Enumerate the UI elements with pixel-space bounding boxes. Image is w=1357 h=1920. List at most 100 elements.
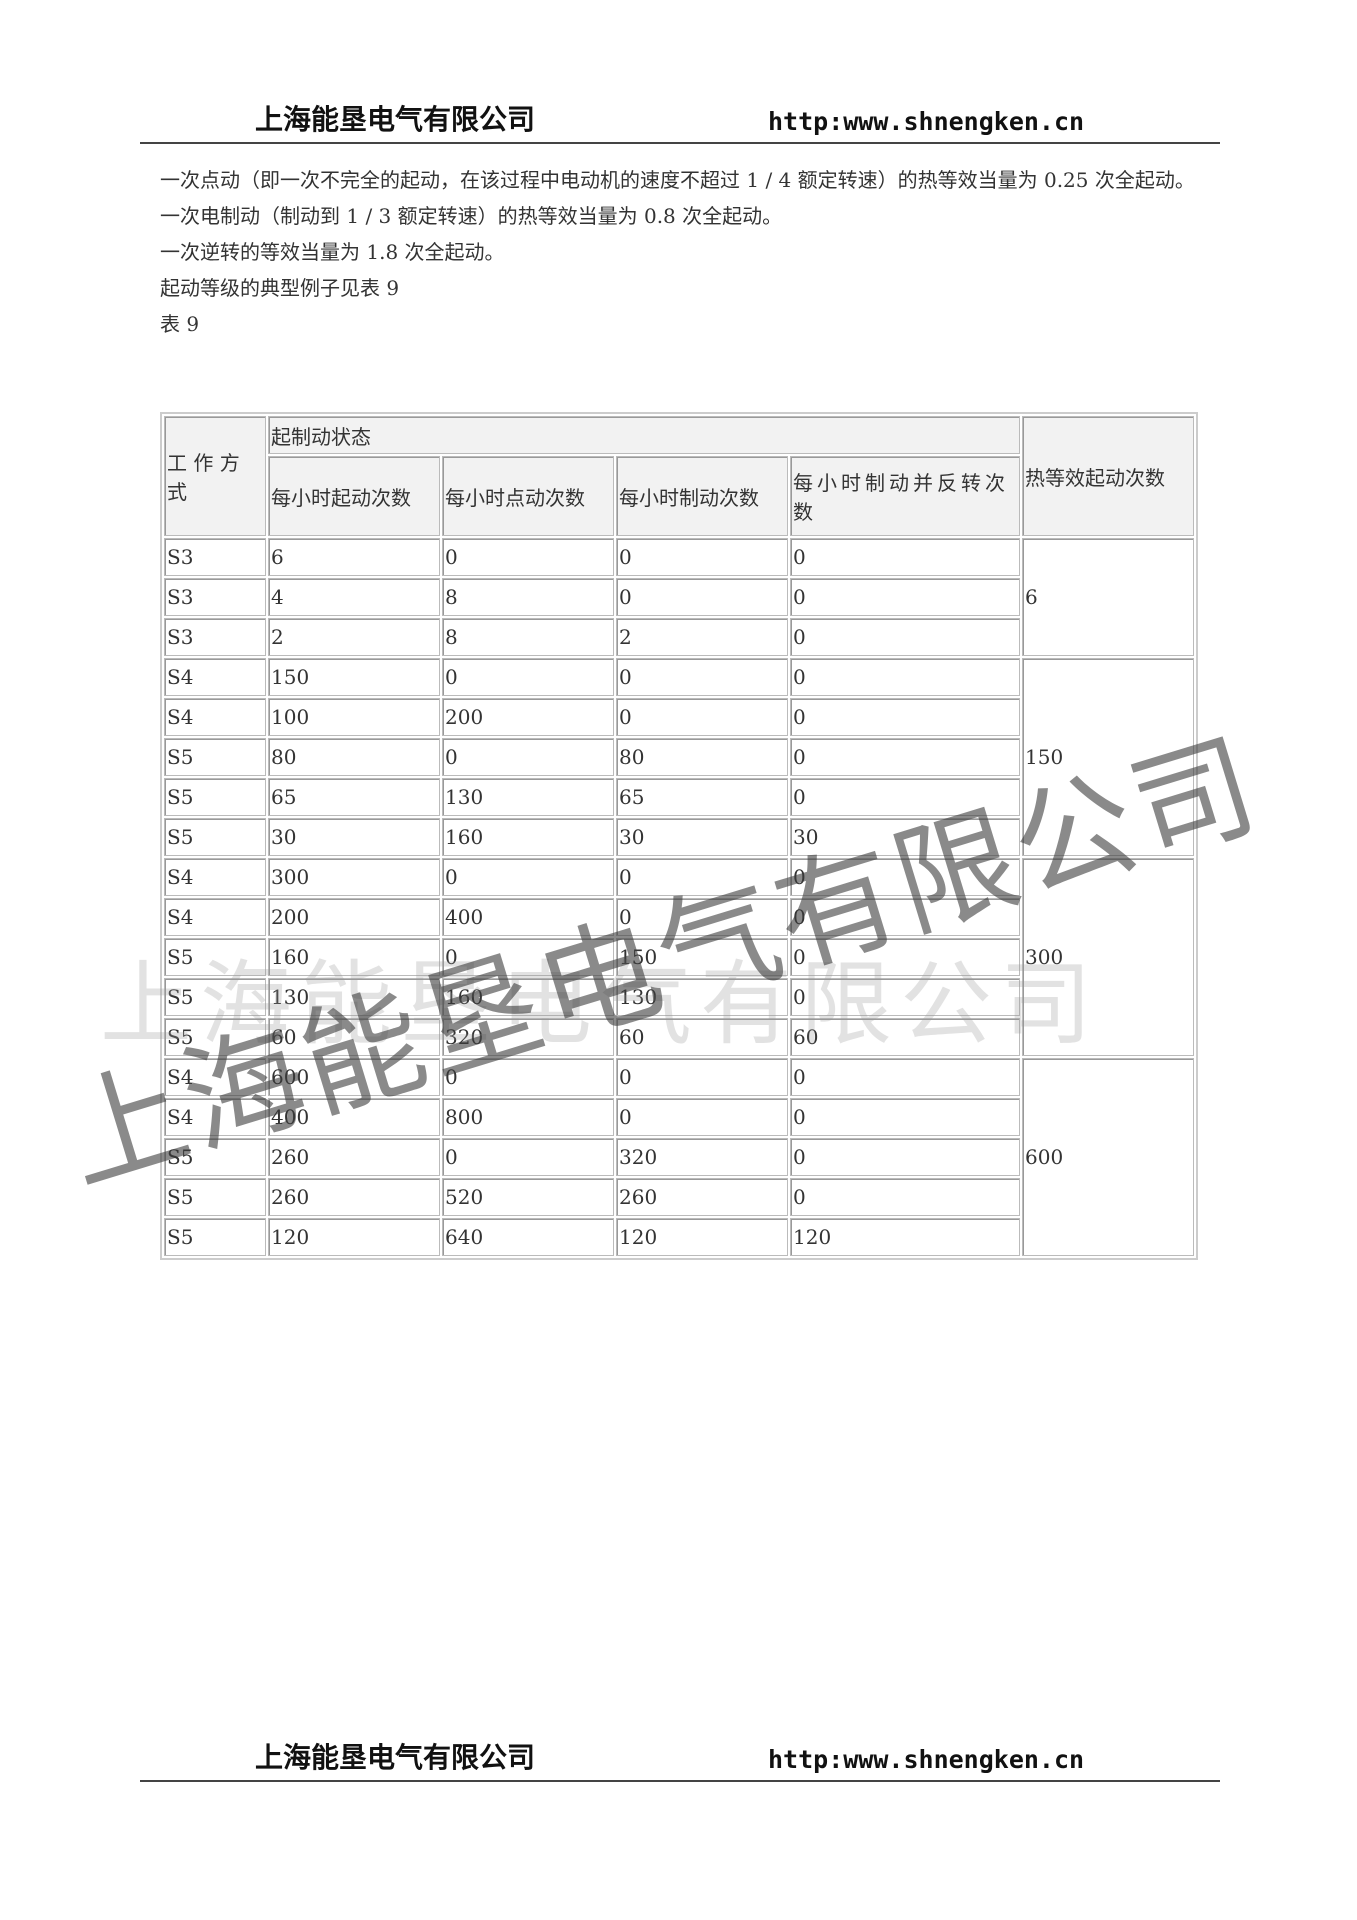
table-cell: S4	[164, 898, 266, 936]
table-cell: S3	[164, 618, 266, 656]
table-cell: 0	[790, 1098, 1020, 1136]
table-cell: 0	[790, 938, 1020, 976]
table-row: S5 65 130 65 0	[164, 778, 1194, 816]
table-cell: S3	[164, 538, 266, 576]
table-row: S5 120 640 120 120	[164, 1218, 1194, 1256]
subheader: 每小时制动并反转次数	[790, 456, 1020, 536]
table-cell: 400	[442, 898, 614, 936]
table-cell: 60	[790, 1018, 1020, 1056]
header-work-mode: 工 作 方 式	[164, 416, 266, 536]
table-row: S4 200 400 0 0	[164, 898, 1194, 936]
subheader: 每小时制动次数	[616, 456, 788, 536]
page-footer: 上海能垦电气有限公司 http:www.shnengken.cn	[140, 1736, 1220, 1782]
table-cell: S5	[164, 1018, 266, 1056]
table-cell: 200	[268, 898, 440, 936]
table-cell: S4	[164, 858, 266, 896]
table-cell: 520	[442, 1178, 614, 1216]
footer-url: http:www.shnengken.cn	[768, 1745, 1085, 1774]
table-row: S3 2 8 2 0	[164, 618, 1194, 656]
table-cell: S5	[164, 978, 266, 1016]
table-cell: 260	[616, 1178, 788, 1216]
table-cell: 30	[268, 818, 440, 856]
table-cell: 640	[442, 1218, 614, 1256]
table-cell: S4	[164, 1098, 266, 1136]
table-cell: 160	[442, 818, 614, 856]
table-cell: 2	[616, 618, 788, 656]
header-url: http:www.shnengken.cn	[768, 107, 1085, 136]
table-cell: 160	[442, 978, 614, 1016]
table-cell: S5	[164, 778, 266, 816]
table-cell: 0	[616, 858, 788, 896]
table-cell: 65	[268, 778, 440, 816]
equiv-cell: 150	[1022, 658, 1194, 856]
table-cell: 0	[616, 1058, 788, 1096]
table-cell: 0	[790, 538, 1020, 576]
table-row: S4 400 800 0 0	[164, 1098, 1194, 1136]
table-cell: 0	[790, 898, 1020, 936]
subheader: 每小时点动次数	[442, 456, 614, 536]
table-cell: 30	[790, 818, 1020, 856]
table-row: S3 4 8 0 0	[164, 578, 1194, 616]
table-cell: 160	[268, 938, 440, 976]
table-cell: 0	[790, 858, 1020, 896]
table-cell: 0	[616, 698, 788, 736]
table-cell: 260	[268, 1138, 440, 1176]
table-cell: 0	[442, 738, 614, 776]
table-row: S4 150 0 0 0 150	[164, 658, 1194, 856]
table-cell: S5	[164, 738, 266, 776]
table-cell: S4	[164, 658, 266, 696]
table-cell: S4	[164, 698, 266, 736]
table-cell: 8	[442, 578, 614, 616]
table-cell: 130	[442, 778, 614, 816]
table-cell: 0	[616, 658, 788, 696]
header-group: 起制动状态	[268, 416, 1020, 454]
equiv-cell: 6	[1022, 538, 1194, 656]
table-cell: 0	[790, 1058, 1020, 1096]
table-cell: 0	[616, 1098, 788, 1136]
table-cell: 0	[790, 1138, 1020, 1176]
table-cell: S5	[164, 938, 266, 976]
table-cell: S5	[164, 818, 266, 856]
table-cell: 300	[268, 858, 440, 896]
table-cell: 320	[616, 1138, 788, 1176]
table-row: S5 60 320 60 60	[164, 1018, 1194, 1056]
table-cell: 200	[442, 698, 614, 736]
table-cell: 400	[268, 1098, 440, 1136]
table-cell: S3	[164, 578, 266, 616]
table-cell: 0	[790, 1178, 1020, 1216]
table-cell: 0	[790, 978, 1020, 1016]
table-cell: S5	[164, 1218, 266, 1256]
table-cell: 80	[268, 738, 440, 776]
table-caption: 表 9	[160, 312, 200, 336]
equiv-cell: 600	[1022, 1058, 1194, 1256]
table-row: S5 260 520 260 0	[164, 1178, 1194, 1216]
table-cell: 0	[790, 658, 1020, 696]
header-company: 上海能垦电气有限公司	[255, 103, 536, 136]
table-cell: 2	[268, 618, 440, 656]
table-cell: 600	[268, 1058, 440, 1096]
table-cell: 4	[268, 578, 440, 616]
table-cell: 120	[268, 1218, 440, 1256]
table-cell: 0	[616, 898, 788, 936]
table-cell: 30	[616, 818, 788, 856]
table-cell: S5	[164, 1138, 266, 1176]
table-cell: S5	[164, 1178, 266, 1216]
table-cell: 150	[616, 938, 788, 976]
table-cell: 800	[442, 1098, 614, 1136]
table-cell: S4	[164, 1058, 266, 1096]
table-cell: 60	[268, 1018, 440, 1056]
table-row: S5 130 160 130 0	[164, 978, 1194, 1016]
subheader: 每小时起动次数	[268, 456, 440, 536]
table-row: S5 160 0 150 0	[164, 938, 1194, 976]
body-text: 一次点动（即一次不完全的起动，在该过程中电动机的速度不超过 1 / 4 额定转速…	[160, 162, 1220, 342]
table-cell: 65	[616, 778, 788, 816]
table-cell: 0	[790, 778, 1020, 816]
table-cell: 120	[616, 1218, 788, 1256]
table-cell: 0	[790, 618, 1020, 656]
table-cell: 120	[790, 1218, 1020, 1256]
table-cell: 60	[616, 1018, 788, 1056]
table-cell: 0	[442, 858, 614, 896]
table-cell: 150	[268, 658, 440, 696]
table-cell: 130	[268, 978, 440, 1016]
page-header: 上海能垦电气有限公司 http:www.shnengken.cn	[140, 98, 1220, 144]
